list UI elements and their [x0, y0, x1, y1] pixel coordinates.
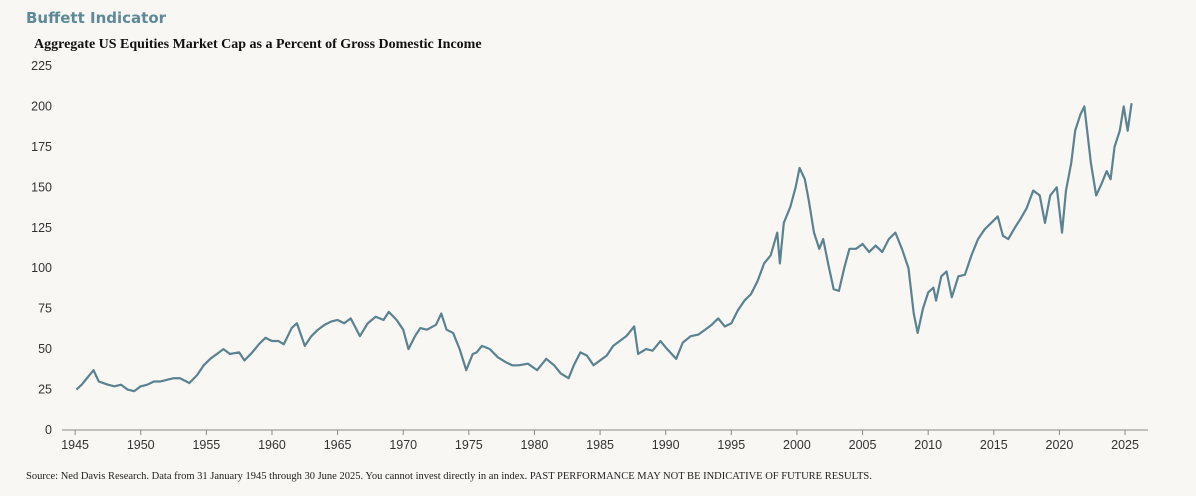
y-tick-label: 150: [31, 180, 52, 194]
x-tick-label: 1995: [717, 438, 745, 452]
x-tick-label: 2015: [980, 438, 1008, 452]
x-tick-label: 2020: [1046, 438, 1074, 452]
x-tick-label: 2000: [783, 438, 811, 452]
y-tick-label: 100: [31, 261, 52, 275]
x-tick-label: 1955: [192, 438, 220, 452]
y-tick-label: 125: [31, 221, 52, 235]
x-tick-label: 1960: [258, 438, 286, 452]
x-tick-label: 1990: [652, 438, 680, 452]
chart-title: Buffett Indicator: [26, 9, 167, 27]
y-tick-label: 75: [38, 302, 52, 316]
x-tick-label: 1950: [127, 438, 155, 452]
x-tick-label: 1970: [389, 438, 417, 452]
y-tick-label: 175: [31, 140, 52, 154]
y-tick-label: 200: [31, 99, 52, 113]
x-tick-label: 2025: [1111, 438, 1139, 452]
x-tick-label: 1985: [586, 438, 614, 452]
x-tick-label: 1980: [521, 438, 549, 452]
y-tick-label: 50: [38, 342, 52, 356]
x-tick-label: 1965: [324, 438, 352, 452]
data-line: [75, 103, 1133, 393]
x-tick-label: 1975: [455, 438, 483, 452]
source-note: Source: Ned Davis Research. Data from 31…: [26, 471, 872, 482]
x-tick-label: 1945: [61, 438, 89, 452]
y-tick-label: 25: [38, 383, 52, 397]
y-tick-label: 0: [45, 423, 52, 437]
x-tick-label: 2005: [849, 438, 877, 452]
chart-subtitle: Aggregate US Equities Market Cap as a Pe…: [34, 37, 482, 52]
x-tick-label: 2010: [914, 438, 942, 452]
y-tick-label: 225: [31, 59, 52, 73]
